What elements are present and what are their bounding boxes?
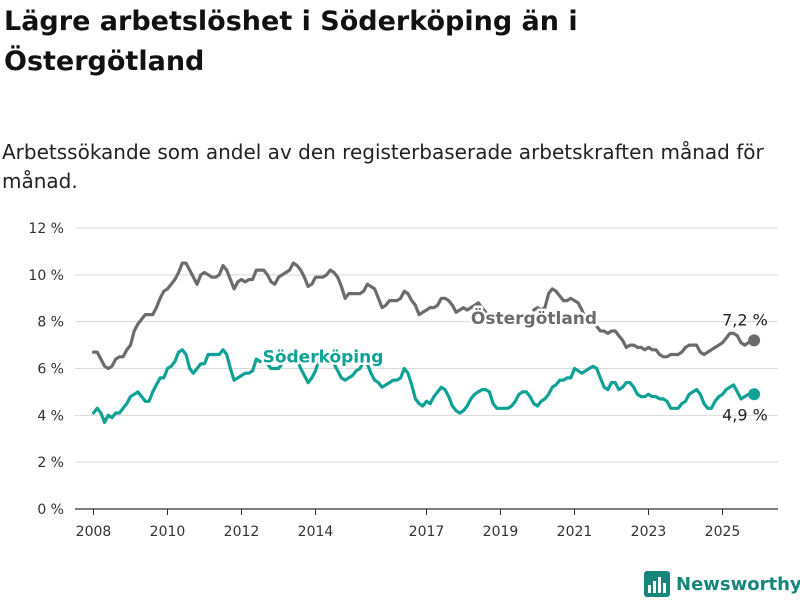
end-point-ostergotland bbox=[748, 334, 761, 347]
series-name-soderkoping: Söderköping bbox=[263, 348, 384, 368]
x-tick-label: 2017 bbox=[409, 524, 445, 540]
brand-name: Newsworthy bbox=[676, 573, 800, 595]
y-tick-label: 4 % bbox=[37, 408, 64, 424]
series-line-ostergotland bbox=[91, 261, 488, 371]
end-point-soderkoping bbox=[748, 388, 761, 401]
series-line-soderkoping bbox=[91, 348, 754, 424]
y-tick-label: 10 % bbox=[28, 268, 64, 284]
y-tick-label: 6 % bbox=[37, 362, 64, 378]
chart-title: Lägre arbetslöshet i Söderköping än i Ös… bbox=[4, 6, 578, 77]
y-tick-label: 0 % bbox=[37, 502, 64, 518]
x-tick-label: 2010 bbox=[150, 524, 186, 540]
x-tick-label: 2012 bbox=[224, 524, 260, 540]
series-name-ostergotland: Östergötland bbox=[471, 307, 597, 329]
x-tick-label: 2025 bbox=[705, 524, 741, 540]
y-tick-label: 8 % bbox=[37, 315, 64, 331]
x-tick-label: 2008 bbox=[76, 524, 112, 540]
newsworthy-logo-icon bbox=[644, 571, 670, 597]
y-tick-label: 2 % bbox=[37, 455, 64, 471]
series-labels: 7,2 % 4,9 % Östergötland Söderköping bbox=[260, 305, 768, 425]
y-tick-label: 12 % bbox=[28, 221, 64, 237]
brand-logo[interactable]: Newsworthy bbox=[644, 570, 800, 598]
y-axis-ticks: 0 % 2 % 4 % 6 % 8 % 10 % 12 % bbox=[28, 221, 64, 518]
x-tick-label: 2021 bbox=[557, 524, 593, 540]
x-tick-label: 2023 bbox=[631, 524, 667, 540]
x-tick-label: 2014 bbox=[298, 524, 334, 540]
x-axis-ticks: 2008 2010 2012 2014 2017 2019 2021 2023 2025 bbox=[76, 509, 741, 540]
end-label-soderkoping: 4,9 % bbox=[722, 405, 768, 424]
grid-lines bbox=[75, 227, 778, 463]
series-line-ostergotland bbox=[595, 324, 754, 359]
x-tick-label: 2019 bbox=[483, 524, 519, 540]
end-label-ostergotland: 7,2 % bbox=[722, 310, 768, 329]
series-lines bbox=[91, 261, 761, 424]
series-line-ostergotland bbox=[532, 287, 588, 321]
chart-subtitle: Arbetssökande som andel av den registerb… bbox=[2, 140, 764, 193]
